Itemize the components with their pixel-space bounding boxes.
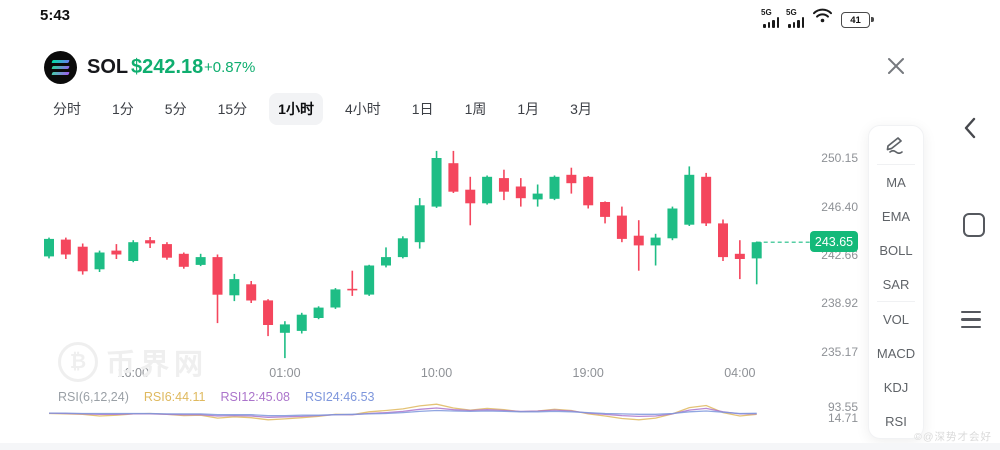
indicator-item-rsi[interactable]: RSI [885, 413, 907, 429]
x-axis-label: 19:00 [572, 366, 604, 380]
rsi24-value: RSI24:46.53 [305, 390, 375, 404]
signal-5g-icon-2: 5G [786, 8, 804, 28]
rsi12-value: RSI12:45.08 [220, 390, 291, 404]
x-axis-label: 01:00 [269, 366, 301, 380]
tab-1分[interactable]: 1分 [112, 101, 134, 117]
chevron-left-icon[interactable] [962, 117, 978, 144]
tab-3月[interactable]: 3月 [570, 101, 592, 117]
indicator-item-ma[interactable]: MA [886, 174, 906, 190]
tab-1周[interactable]: 1周 [464, 101, 487, 117]
tab-15分[interactable]: 15分 [217, 101, 248, 117]
x-axis-label: 16:00 [117, 366, 149, 380]
indicator-item-ema[interactable]: EMA [881, 208, 911, 224]
coin-change-percent: +0.87% [204, 59, 256, 76]
y-axis-label: 250.15 [821, 151, 858, 165]
draw-tool-icon[interactable] [869, 126, 923, 164]
site-name-watermark: 币界网 [106, 349, 209, 381]
signal-5g-icon: 5G [761, 8, 779, 28]
rsi-scale-label: 93.55 [827, 400, 858, 414]
indicator-item-kdj[interactable]: KDJ [883, 379, 909, 395]
indicator-panel: MA EMA BOLL SAR VOL MACD KDJ RSI [868, 125, 924, 439]
current-price-badge: 243.65 [810, 231, 858, 252]
x-axis-label: 04:00 [724, 366, 756, 380]
x-axis-label: 10:00 [420, 366, 453, 380]
bottom-edge-strip [0, 443, 1000, 450]
fullscreen-frame-icon[interactable] [963, 213, 985, 237]
tab-4小时[interactable]: 4小时 [344, 101, 381, 117]
panel-divider [877, 164, 915, 165]
indicator-item-sar[interactable]: SAR [882, 276, 910, 292]
y-axis-label: 246.40 [821, 199, 858, 214]
tab-1月[interactable]: 1月 [517, 101, 540, 117]
indicator-item-macd[interactable]: MACD [876, 345, 916, 361]
battery-icon: 41 [841, 12, 874, 28]
tab-分时[interactable]: 分时 [53, 101, 81, 117]
rsi-title: RSI(6,12,24) [58, 390, 129, 404]
rsi6-value: RSI6:44.11 [143, 390, 206, 404]
wifi-icon [813, 8, 832, 28]
y-axis-label: 238.92 [821, 296, 858, 311]
coin-price: $242.18 [131, 56, 204, 78]
status-icons: 5G 5G 41 [761, 8, 874, 28]
rsi-scale-label: 14.71 [827, 411, 858, 425]
panel-divider [877, 301, 915, 302]
menu-icon[interactable] [961, 311, 981, 329]
sol-logo-icon [44, 51, 77, 84]
y-axis-label: 235.17 [821, 344, 858, 359]
coin-symbol: SOL [87, 56, 129, 78]
indicator-item-boll[interactable]: BOLL [879, 242, 913, 258]
indicator-item-vol[interactable]: VOL [882, 311, 909, 327]
bottom-right-watermark: ©@深势才会好 [914, 431, 992, 443]
tab-1日[interactable]: 1日 [411, 101, 434, 117]
clock: 5:43 [40, 7, 71, 24]
site-logo-watermark-icon: ₿ [58, 342, 98, 382]
chart-canvas[interactable] [40, 140, 800, 365]
tab-1小时[interactable]: 1小时 [269, 93, 323, 125]
indicator-list: MA EMA BOLL SAR VOL MACD KDJ RSI [869, 165, 923, 438]
site-watermark: ₿ 币界网 [58, 341, 208, 383]
close-icon[interactable] [885, 55, 907, 77]
interval-tabs: 分时 1分 5分 15分 1小时 4小时 1日 1周 1月 3月 [44, 93, 601, 125]
tab-5分[interactable]: 5分 [164, 101, 187, 117]
rsi-legend: RSI(6,12,24) RSI6:44.11 RSI12:45.08 RSI2… [58, 390, 375, 404]
